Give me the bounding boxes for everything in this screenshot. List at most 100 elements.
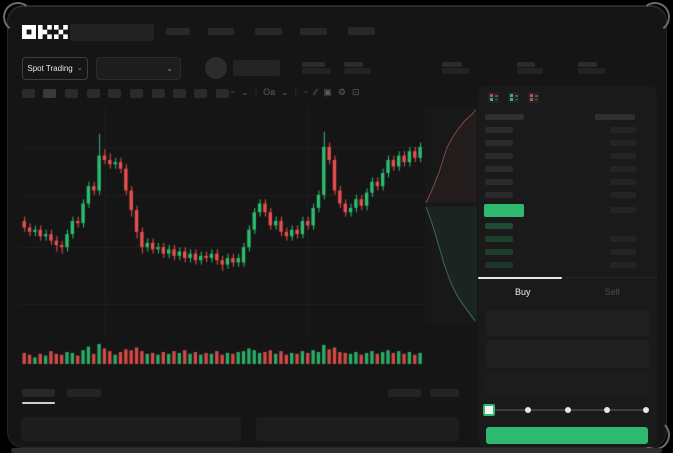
nav-item-placeholder[interactable] <box>166 28 190 35</box>
orderbook-layout-toggles <box>488 92 539 103</box>
last-price-bar[interactable] <box>484 204 524 217</box>
chevron-down-icon: ⌄ <box>76 65 83 72</box>
price-placeholder <box>485 166 513 172</box>
bottom-tab-placeholder[interactable] <box>67 389 101 397</box>
timeframe-chip[interactable] <box>87 89 100 98</box>
slider-stop[interactable] <box>525 407 532 413</box>
orderbook-row[interactable] <box>478 262 657 268</box>
orderbook-row[interactable] <box>478 140 657 146</box>
size-placeholder <box>610 236 636 242</box>
orderbook-asks <box>478 127 657 205</box>
orderbook-row[interactable] <box>478 153 657 159</box>
stat-value-placeholder <box>517 68 543 74</box>
chevron-down-icon[interactable]: ⌄ <box>241 86 249 97</box>
stat-value-placeholder <box>442 68 469 74</box>
stat-label-placeholder <box>517 62 535 67</box>
orderbook-trade-panel: Buy Sell <box>478 86 657 447</box>
bottom-action-placeholder[interactable] <box>388 389 421 397</box>
size-placeholder <box>610 140 636 146</box>
amount-slider[interactable] <box>483 401 649 419</box>
search-placeholder[interactable] <box>70 24 154 41</box>
amount-input[interactable] <box>486 340 649 368</box>
draw-lines-icon[interactable]: ∕∕ <box>314 86 318 97</box>
nav-item-placeholder[interactable] <box>300 28 327 35</box>
price-placeholder <box>485 140 513 146</box>
price-placeholder <box>485 236 513 242</box>
active-tab-underline <box>478 277 562 279</box>
wave-overlay-icon[interactable]: ~ <box>303 86 309 97</box>
orderbook-bids <box>478 223 657 275</box>
timeframe-chip[interactable] <box>216 89 229 98</box>
coin-avatar[interactable] <box>205 57 227 79</box>
nav-item-placeholder[interactable] <box>208 28 234 35</box>
stat-value-placeholder <box>578 68 605 74</box>
market-type-label: Spot Trading <box>27 64 73 73</box>
bottom-tab-active-placeholder[interactable] <box>22 389 55 397</box>
depth-chart <box>425 108 477 323</box>
orderbook-row[interactable] <box>478 223 657 229</box>
slider-stop[interactable] <box>603 407 610 413</box>
timeframe-chip[interactable] <box>108 89 121 98</box>
timeframe-chip[interactable] <box>22 89 35 98</box>
price-placeholder <box>485 223 513 229</box>
timeframe-chip[interactable] <box>130 89 143 98</box>
chevron-down-icon[interactable]: ⌄ <box>281 86 289 97</box>
total-input[interactable] <box>486 372 649 397</box>
size-placeholder <box>610 153 636 159</box>
orderbook-row[interactable] <box>478 192 657 198</box>
book-split-icon[interactable] <box>488 92 499 103</box>
timeframe-chip[interactable] <box>152 89 165 98</box>
nav-item-placeholder[interactable] <box>348 27 375 35</box>
slider-handle[interactable] <box>483 404 495 416</box>
orderbook-row[interactable] <box>478 249 657 255</box>
device-bottom-bezel <box>11 448 662 453</box>
timeframe-chip[interactable] <box>65 89 78 98</box>
okx-logo-icon[interactable] <box>22 23 68 41</box>
trade-tabs: Buy Sell <box>478 277 657 306</box>
tab-sell[interactable]: Sell <box>604 287 620 297</box>
depth-chart-svg <box>425 108 477 323</box>
toolbar-divider: | <box>294 86 298 97</box>
orderbook-row[interactable] <box>478 236 657 242</box>
orderbook-row[interactable] <box>478 127 657 133</box>
orderbook-row[interactable] <box>478 179 657 185</box>
bottom-tab-underline <box>22 402 55 404</box>
candlestick-chart[interactable] <box>20 106 424 368</box>
stat-label-placeholder <box>302 62 325 67</box>
timeframe-chip[interactable] <box>194 89 207 98</box>
size-placeholder <box>610 179 636 185</box>
book-asks-icon[interactable] <box>528 92 539 103</box>
fullscreen-icon[interactable]: ⊡ <box>351 86 360 97</box>
tab-buy[interactable]: Buy <box>514 287 531 297</box>
last-price-value-placeholder <box>610 207 636 213</box>
pair-selector-dropdown[interactable]: ⌄ <box>96 57 181 80</box>
price-placeholder <box>485 127 513 133</box>
timeframe-chip[interactable] <box>173 89 186 98</box>
size-placeholder <box>610 249 636 255</box>
slider-stop[interactable] <box>564 407 571 413</box>
size-placeholder <box>610 166 636 172</box>
indicators-icon[interactable]: Oa <box>263 86 276 97</box>
buy-submit-button[interactable] <box>486 427 648 444</box>
orderbook-header-placeholder <box>595 114 635 120</box>
bottom-action-placeholder[interactable] <box>430 389 459 397</box>
price-input[interactable] <box>486 310 649 336</box>
orderbook-row[interactable] <box>478 166 657 172</box>
settings-gear-icon[interactable]: ⚙ <box>337 86 346 97</box>
book-bids-icon[interactable] <box>508 92 519 103</box>
stat-label-placeholder <box>442 62 462 67</box>
timeframe-chip-active[interactable] <box>43 89 56 98</box>
slider-stop[interactable] <box>643 407 649 413</box>
price-placeholder <box>485 192 513 198</box>
stat-value-placeholder <box>302 68 331 74</box>
camera-snapshot-icon[interactable]: ▣ <box>323 86 332 97</box>
price-placeholder <box>485 179 513 185</box>
market-type-selector[interactable]: Spot Trading ⌄ <box>22 57 88 80</box>
chart-style-icon[interactable]: ~ <box>230 86 236 97</box>
chevron-down-icon: ⌄ <box>166 64 173 73</box>
size-placeholder <box>610 127 636 133</box>
price-placeholder <box>485 153 513 159</box>
nav-item-placeholder[interactable] <box>255 28 282 35</box>
bottom-panel-right <box>256 417 459 441</box>
